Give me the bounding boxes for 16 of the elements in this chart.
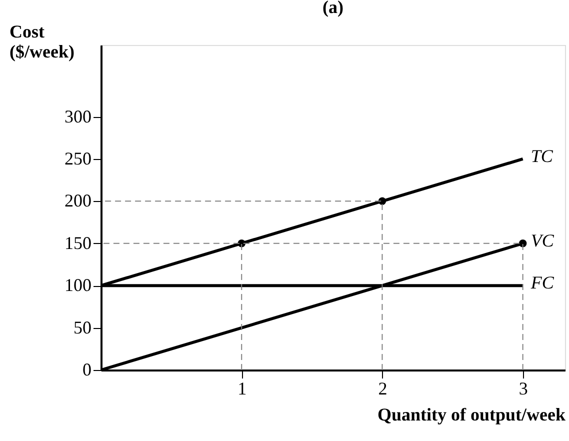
y-tick-label: 100 — [64, 275, 92, 296]
series-label: VC — [530, 230, 555, 250]
y-axis-title: Cost ($/week) — [10, 22, 74, 62]
y-tick-label: 0 — [82, 360, 92, 380]
y-tick-label: 300 — [64, 106, 92, 126]
x-tick-label: 1 — [238, 378, 247, 398]
series-label: TC — [530, 146, 554, 166]
series-label: FC — [530, 272, 555, 293]
x-axis-title: Quantity of output/week — [377, 404, 566, 424]
y-tick-label: 250 — [64, 148, 92, 168]
x-tick-label: 3 — [518, 378, 528, 398]
y-tick-label: 200 — [64, 190, 92, 211]
x-tick-label: 2 — [378, 378, 388, 398]
chart-title: (a) — [322, 0, 344, 17]
y-tick-label: 150 — [64, 232, 92, 253]
y-tick-label: 50 — [74, 317, 92, 338]
